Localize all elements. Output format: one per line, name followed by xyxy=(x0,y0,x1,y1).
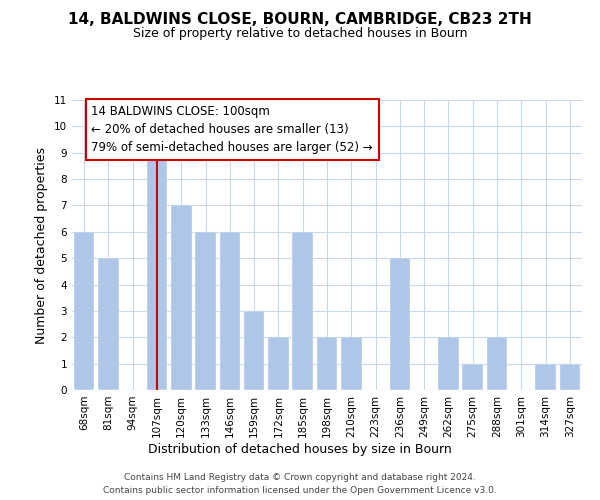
Y-axis label: Number of detached properties: Number of detached properties xyxy=(35,146,49,344)
Text: Contains public sector information licensed under the Open Government Licence v3: Contains public sector information licen… xyxy=(103,486,497,495)
Text: 14 BALDWINS CLOSE: 100sqm
← 20% of detached houses are smaller (13)
79% of semi-: 14 BALDWINS CLOSE: 100sqm ← 20% of detac… xyxy=(91,106,373,154)
Bar xyxy=(560,364,580,390)
Text: Contains HM Land Registry data © Crown copyright and database right 2024.: Contains HM Land Registry data © Crown c… xyxy=(124,472,476,482)
Bar xyxy=(244,311,265,390)
Bar xyxy=(341,338,362,390)
Text: Size of property relative to detached houses in Bourn: Size of property relative to detached ho… xyxy=(133,28,467,40)
Bar xyxy=(535,364,556,390)
Bar xyxy=(389,258,410,390)
Bar xyxy=(292,232,313,390)
Bar xyxy=(195,232,216,390)
Bar xyxy=(268,338,289,390)
Bar xyxy=(146,152,167,390)
Text: Distribution of detached houses by size in Bourn: Distribution of detached houses by size … xyxy=(148,442,452,456)
Bar xyxy=(487,338,508,390)
Text: 14, BALDWINS CLOSE, BOURN, CAMBRIDGE, CB23 2TH: 14, BALDWINS CLOSE, BOURN, CAMBRIDGE, CB… xyxy=(68,12,532,28)
Bar xyxy=(220,232,240,390)
Bar xyxy=(74,232,94,390)
Bar xyxy=(171,206,191,390)
Bar xyxy=(463,364,483,390)
Bar xyxy=(438,338,459,390)
Bar xyxy=(98,258,119,390)
Bar xyxy=(317,338,337,390)
